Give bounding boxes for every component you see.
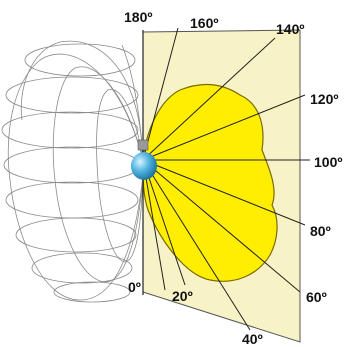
- angle-label-20: 20º: [172, 288, 193, 304]
- angle-label-120: 120º: [310, 91, 338, 107]
- radiation-lobe: [142, 84, 278, 282]
- angle-label-100: 100º: [314, 154, 342, 170]
- angle-label-80: 80º: [310, 223, 331, 239]
- bulb-icon: [131, 139, 157, 180]
- angle-label-40: 40º: [242, 331, 263, 347]
- angle-label-60: 60º: [306, 289, 327, 305]
- angle-label-160: 160º: [190, 15, 218, 31]
- angle-rays: [142, 27, 310, 331]
- angle-labels: 180º 160º 140º 120º 100º 80º 60º 40º 20º…: [124, 9, 342, 347]
- angle-label-180: 180º: [124, 9, 152, 25]
- angle-label-140: 140º: [276, 21, 304, 37]
- angle-label-0: 0º: [128, 279, 141, 295]
